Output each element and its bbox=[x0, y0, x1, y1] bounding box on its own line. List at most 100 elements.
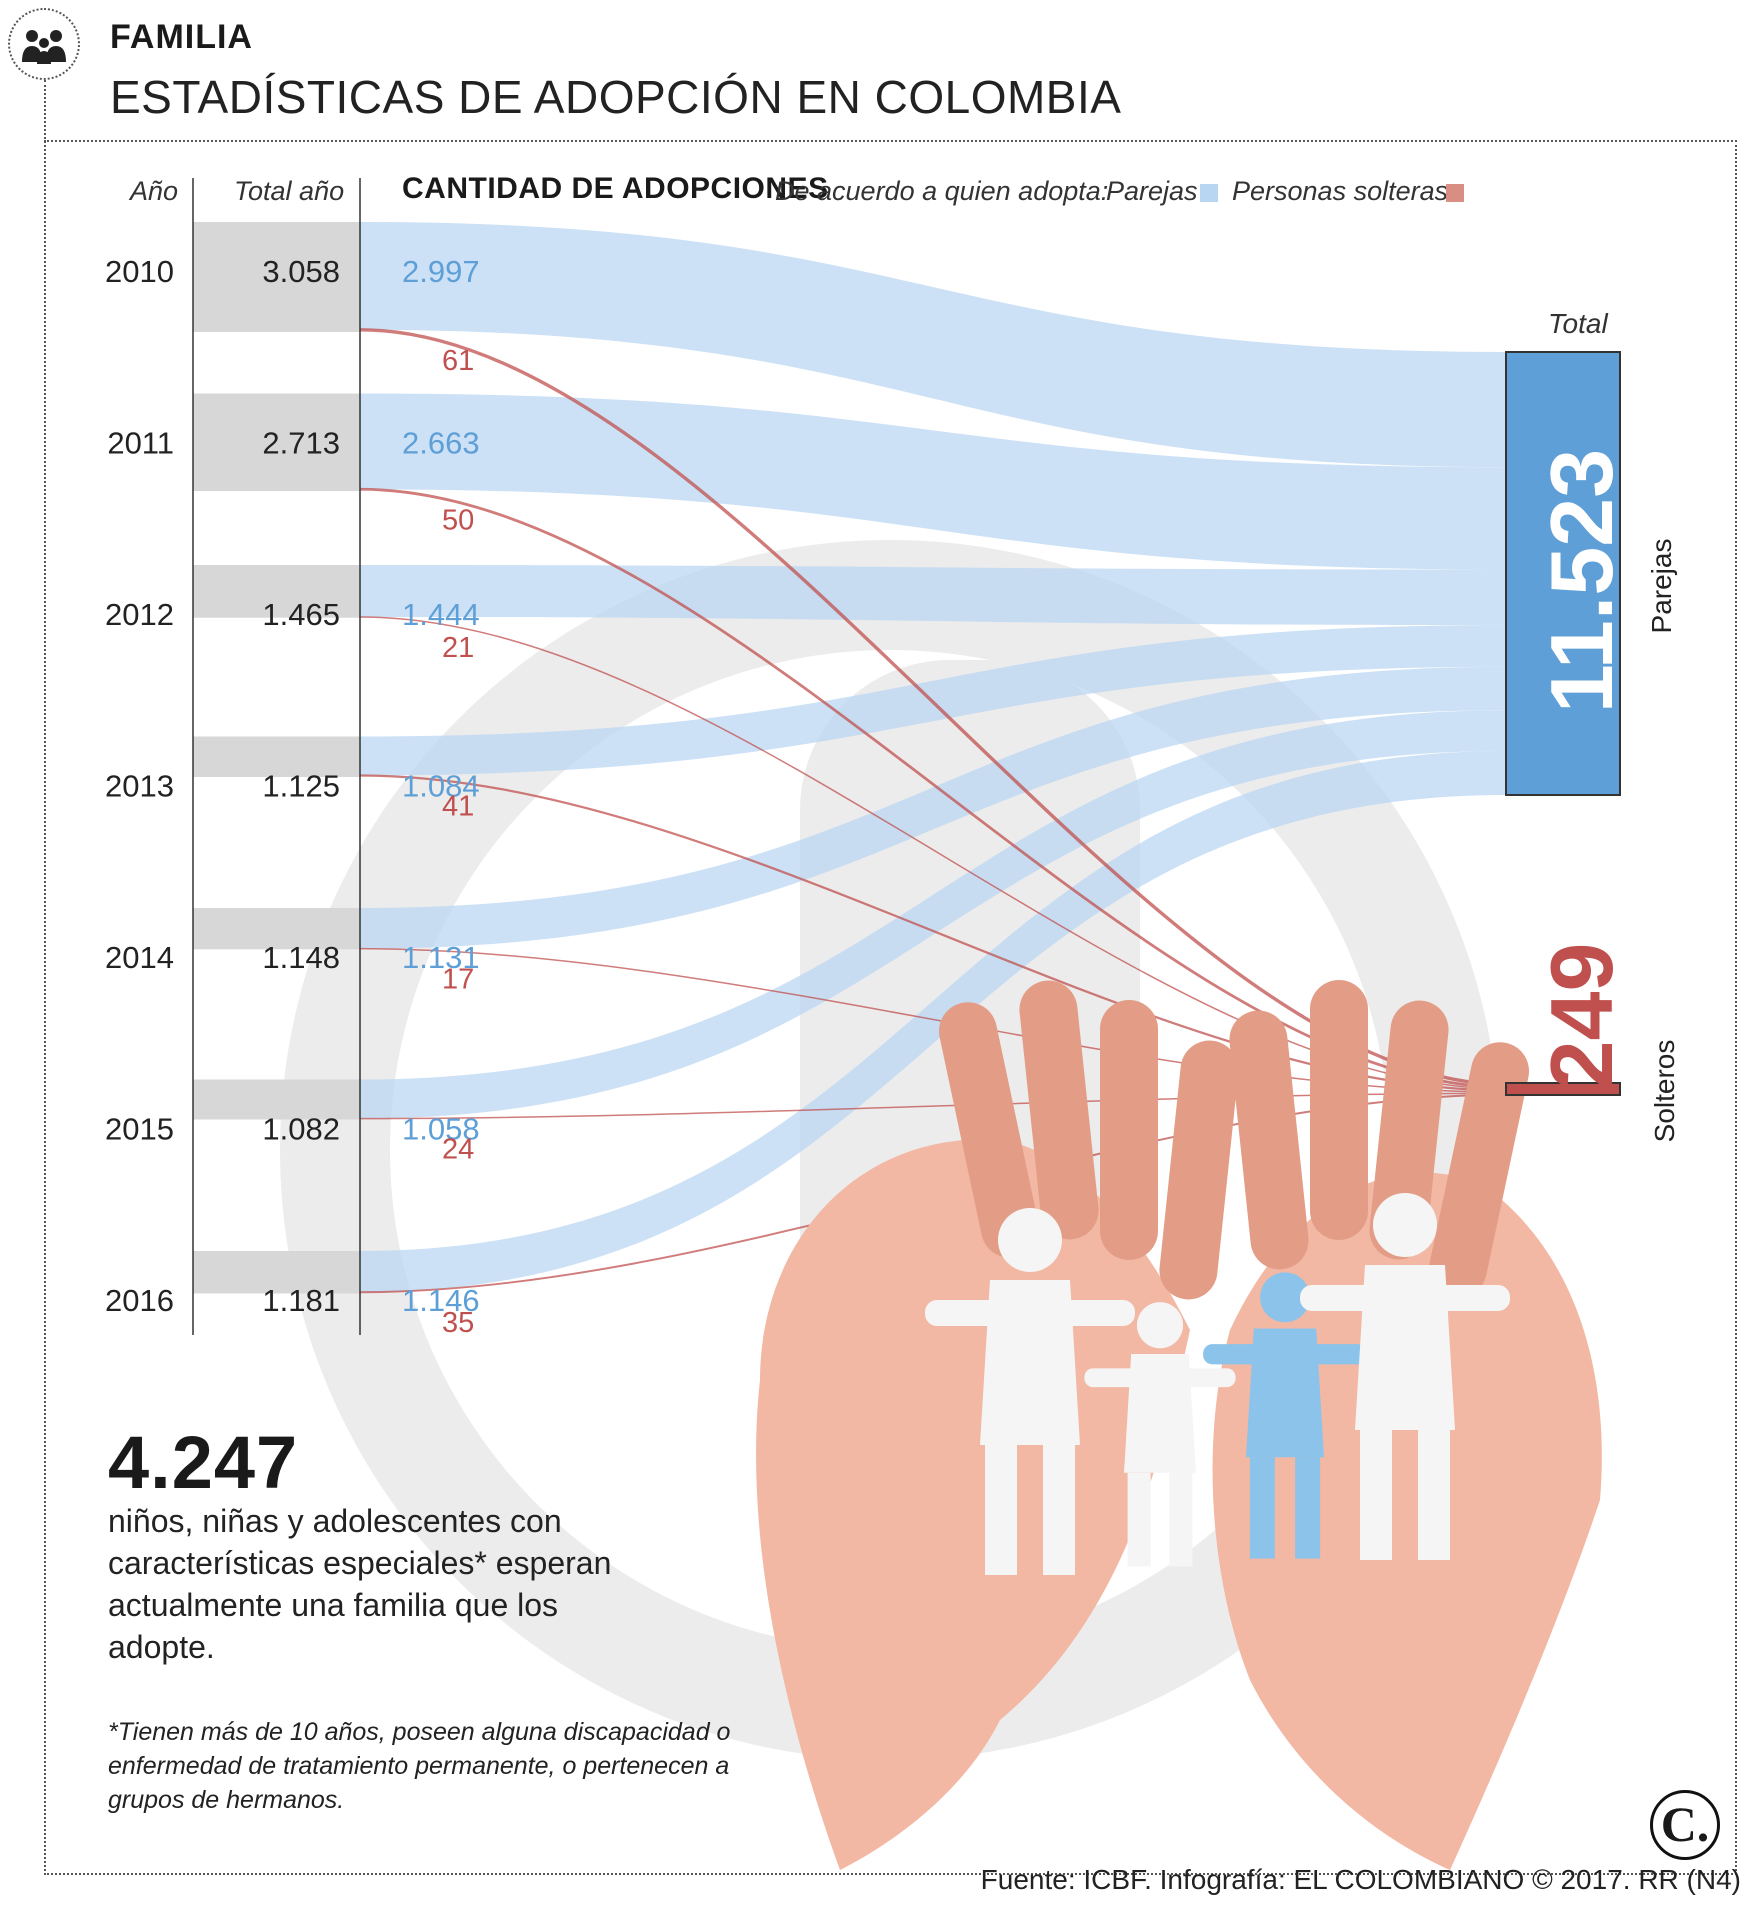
legend-intro: De acuerdo a quien adopta: bbox=[775, 176, 1109, 206]
table-rules bbox=[192, 178, 361, 1335]
year-band bbox=[193, 565, 360, 618]
singles-value-label: 50 bbox=[442, 504, 474, 536]
figure-arms bbox=[1300, 1285, 1510, 1311]
figure-leg bbox=[1249, 1457, 1275, 1559]
singles-value-label: 35 bbox=[442, 1307, 474, 1339]
figure-leg bbox=[985, 1445, 1017, 1575]
year-band bbox=[193, 1079, 360, 1120]
total-label: Total bbox=[1548, 308, 1608, 339]
year-total-label: 1.082 bbox=[262, 1112, 340, 1147]
footnote: *Tienen más de 10 años, poseen alguna di… bbox=[108, 1718, 731, 1814]
legend-couples-swatch bbox=[1200, 184, 1218, 202]
figure-arms bbox=[1203, 1344, 1367, 1365]
figure-leg bbox=[1169, 1472, 1193, 1567]
right-finger bbox=[1310, 980, 1368, 1240]
figure-leg bbox=[1127, 1472, 1151, 1567]
infographic-frame bbox=[44, 140, 1737, 1875]
left-dotted-rule bbox=[44, 80, 46, 1875]
singles-value-label: 17 bbox=[442, 964, 474, 996]
family-icon bbox=[8, 8, 80, 80]
couples-flows bbox=[360, 222, 1506, 1293]
couples-total-value: 11.523 bbox=[1532, 448, 1631, 714]
singles-value-label: 61 bbox=[442, 345, 474, 377]
waiting-children-count: 4.247 bbox=[108, 1421, 299, 1504]
couples-value-label: 1.131 bbox=[402, 940, 480, 975]
figure-leg bbox=[1360, 1430, 1392, 1560]
year-total-label: 2.713 bbox=[262, 426, 340, 461]
singles-total-value: 249 bbox=[1532, 942, 1631, 1090]
row-bands bbox=[193, 222, 360, 1294]
year-label: 2010 bbox=[105, 254, 174, 289]
singles-value-label: 41 bbox=[442, 790, 474, 822]
year-band bbox=[193, 736, 360, 777]
year-label: 2014 bbox=[105, 940, 174, 975]
section-label: FAMILIA bbox=[110, 18, 253, 56]
year-total-label: 1.148 bbox=[262, 940, 340, 975]
couples-flow bbox=[360, 710, 1506, 1119]
el-colombiano-logo: C. bbox=[1650, 1790, 1720, 1860]
couples-value-label: 1.084 bbox=[402, 769, 480, 804]
couples-flow bbox=[360, 393, 1506, 570]
year-band bbox=[193, 393, 360, 492]
couples-value-label: 1.058 bbox=[402, 1112, 480, 1147]
total-year-column-header: Total año bbox=[234, 176, 345, 206]
legend-couples-label: Parejas bbox=[1106, 176, 1198, 206]
right-finger bbox=[1369, 1000, 1449, 1260]
father-figure bbox=[925, 1208, 1135, 1575]
legend-singles-label: Personas solteras bbox=[1232, 176, 1449, 206]
mother-figure bbox=[1300, 1193, 1510, 1560]
couples-flow bbox=[360, 565, 1506, 626]
son-figure bbox=[1203, 1272, 1367, 1559]
figure-head bbox=[998, 1208, 1062, 1272]
right-finger bbox=[1229, 1010, 1309, 1270]
year-label: 2015 bbox=[105, 1112, 174, 1147]
source-credit: Fuente: ICBF. Infografía: EL COLOMBIANO … bbox=[980, 1864, 1741, 1895]
year-total-label: 1.125 bbox=[262, 769, 340, 804]
couples-value-label: 1.444 bbox=[402, 597, 480, 632]
year-band bbox=[193, 1251, 360, 1294]
page-title: ESTADÍSTICAS DE ADOPCIÓN EN COLOMBIA bbox=[110, 71, 1122, 123]
year-total-label: 1.181 bbox=[262, 1283, 340, 1318]
value-labels: 2010 3.058 2.997 61 2011 2.713 2.663 50 2012 1.46… bbox=[105, 254, 480, 1339]
left-finger bbox=[939, 1002, 1039, 1258]
couples-flow bbox=[360, 750, 1506, 1293]
figure-arms bbox=[925, 1300, 1135, 1326]
couples-flow bbox=[360, 666, 1506, 949]
daughter-figure bbox=[1084, 1302, 1236, 1567]
left-finger bbox=[1100, 1000, 1158, 1260]
right-finger bbox=[1429, 1042, 1529, 1298]
singles-value-label: 21 bbox=[442, 632, 474, 664]
couples-value-label: 2.663 bbox=[402, 426, 480, 461]
left-finger bbox=[1159, 1040, 1239, 1300]
figure-leg bbox=[1418, 1430, 1450, 1560]
year-column-header: Año bbox=[130, 176, 179, 206]
hands-illustration bbox=[756, 980, 1602, 1870]
couples-value-label: 1.146 bbox=[402, 1283, 480, 1318]
couples-total-bar bbox=[1505, 351, 1621, 796]
left-finger bbox=[1019, 980, 1099, 1240]
singles-total-bar bbox=[1505, 1082, 1621, 1096]
singles-total-label: Solteros bbox=[1649, 1039, 1680, 1143]
couples-total-label: Parejas bbox=[1646, 538, 1677, 634]
couples-flow bbox=[360, 222, 1506, 468]
year-label: 2011 bbox=[107, 426, 174, 461]
figure-leg bbox=[1295, 1457, 1321, 1559]
figure-head bbox=[1373, 1193, 1437, 1257]
year-total-label: 3.058 bbox=[262, 254, 340, 289]
year-label: 2013 bbox=[105, 769, 174, 804]
chart-heading: CANTIDAD DE ADOPCIONES bbox=[402, 172, 829, 205]
figure-head bbox=[1136, 1302, 1184, 1349]
total-bars bbox=[1505, 351, 1621, 1096]
year-total-label: 1.465 bbox=[262, 597, 340, 632]
year-label: 2016 bbox=[105, 1283, 174, 1318]
year-band bbox=[193, 908, 360, 950]
singles-value-label: 24 bbox=[442, 1134, 474, 1166]
figure-head bbox=[1260, 1272, 1310, 1323]
figure-leg bbox=[1043, 1445, 1075, 1575]
waiting-children-description: niños, niñas y adolescentes con caracter… bbox=[108, 1503, 612, 1665]
figure-arms bbox=[1084, 1368, 1236, 1388]
legend-singles-swatch bbox=[1446, 184, 1464, 202]
couples-value-label: 2.997 bbox=[402, 254, 480, 289]
year-label: 2012 bbox=[105, 597, 174, 632]
